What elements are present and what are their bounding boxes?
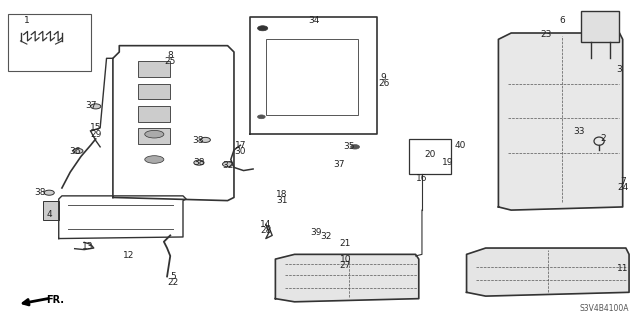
Text: 8: 8: [168, 51, 173, 60]
Text: 28: 28: [260, 226, 271, 235]
Text: 31: 31: [276, 196, 287, 205]
Text: 35: 35: [343, 142, 355, 151]
Text: 18: 18: [276, 190, 287, 199]
Text: 33: 33: [573, 127, 584, 136]
Text: 15: 15: [90, 123, 102, 132]
Text: 4: 4: [46, 210, 52, 219]
Text: 23: 23: [541, 30, 552, 39]
Bar: [138, 106, 170, 122]
Text: 9: 9: [381, 73, 387, 82]
Text: 29: 29: [90, 130, 101, 139]
Text: 38: 38: [192, 136, 204, 145]
Bar: [266, 39, 358, 115]
Text: 16: 16: [416, 174, 428, 183]
Ellipse shape: [351, 145, 360, 149]
Text: 40: 40: [454, 141, 466, 150]
Text: 1: 1: [24, 16, 29, 25]
Text: 5: 5: [171, 272, 176, 281]
Ellipse shape: [73, 148, 83, 153]
Ellipse shape: [223, 162, 233, 167]
Ellipse shape: [257, 115, 265, 119]
Ellipse shape: [145, 130, 164, 138]
Bar: [138, 128, 170, 144]
Text: 22: 22: [168, 278, 179, 287]
Bar: [138, 84, 170, 100]
Text: S3V4B4100A: S3V4B4100A: [580, 304, 629, 313]
Ellipse shape: [44, 190, 54, 195]
Bar: [43, 201, 59, 219]
Text: 19: 19: [442, 158, 453, 167]
Polygon shape: [467, 248, 629, 296]
Text: 37: 37: [85, 101, 97, 110]
Text: 34: 34: [308, 16, 319, 25]
Text: FR.: FR.: [46, 295, 64, 305]
Text: 39: 39: [310, 228, 321, 237]
Text: 17: 17: [235, 141, 246, 150]
Text: 10: 10: [340, 255, 351, 263]
Ellipse shape: [257, 26, 268, 31]
Text: 36: 36: [69, 147, 81, 156]
Bar: [409, 139, 451, 174]
Text: 32: 32: [222, 161, 234, 170]
Text: 7: 7: [620, 177, 625, 186]
Text: 25: 25: [164, 57, 176, 66]
Ellipse shape: [91, 104, 100, 109]
Text: 27: 27: [340, 261, 351, 270]
Text: 21: 21: [340, 239, 351, 248]
Ellipse shape: [145, 156, 164, 163]
Ellipse shape: [194, 160, 204, 165]
Text: 13: 13: [82, 242, 93, 251]
Text: 20: 20: [424, 150, 435, 159]
Text: 6: 6: [559, 16, 565, 25]
Text: 37: 37: [333, 160, 345, 169]
Text: 24: 24: [617, 183, 628, 192]
Ellipse shape: [200, 137, 211, 142]
Text: 30: 30: [235, 147, 246, 156]
Bar: [138, 62, 170, 77]
Text: 38: 38: [193, 158, 205, 167]
Text: 14: 14: [260, 220, 271, 229]
Text: 3: 3: [616, 65, 622, 74]
Text: 12: 12: [123, 251, 134, 260]
Text: 26: 26: [378, 79, 389, 88]
Text: 32: 32: [321, 232, 332, 241]
Text: 38: 38: [34, 188, 45, 197]
Polygon shape: [499, 33, 623, 210]
Bar: [581, 11, 620, 42]
Text: 2: 2: [601, 134, 606, 144]
Bar: [8, 14, 91, 71]
Polygon shape: [275, 254, 419, 302]
Text: 11: 11: [617, 264, 628, 273]
